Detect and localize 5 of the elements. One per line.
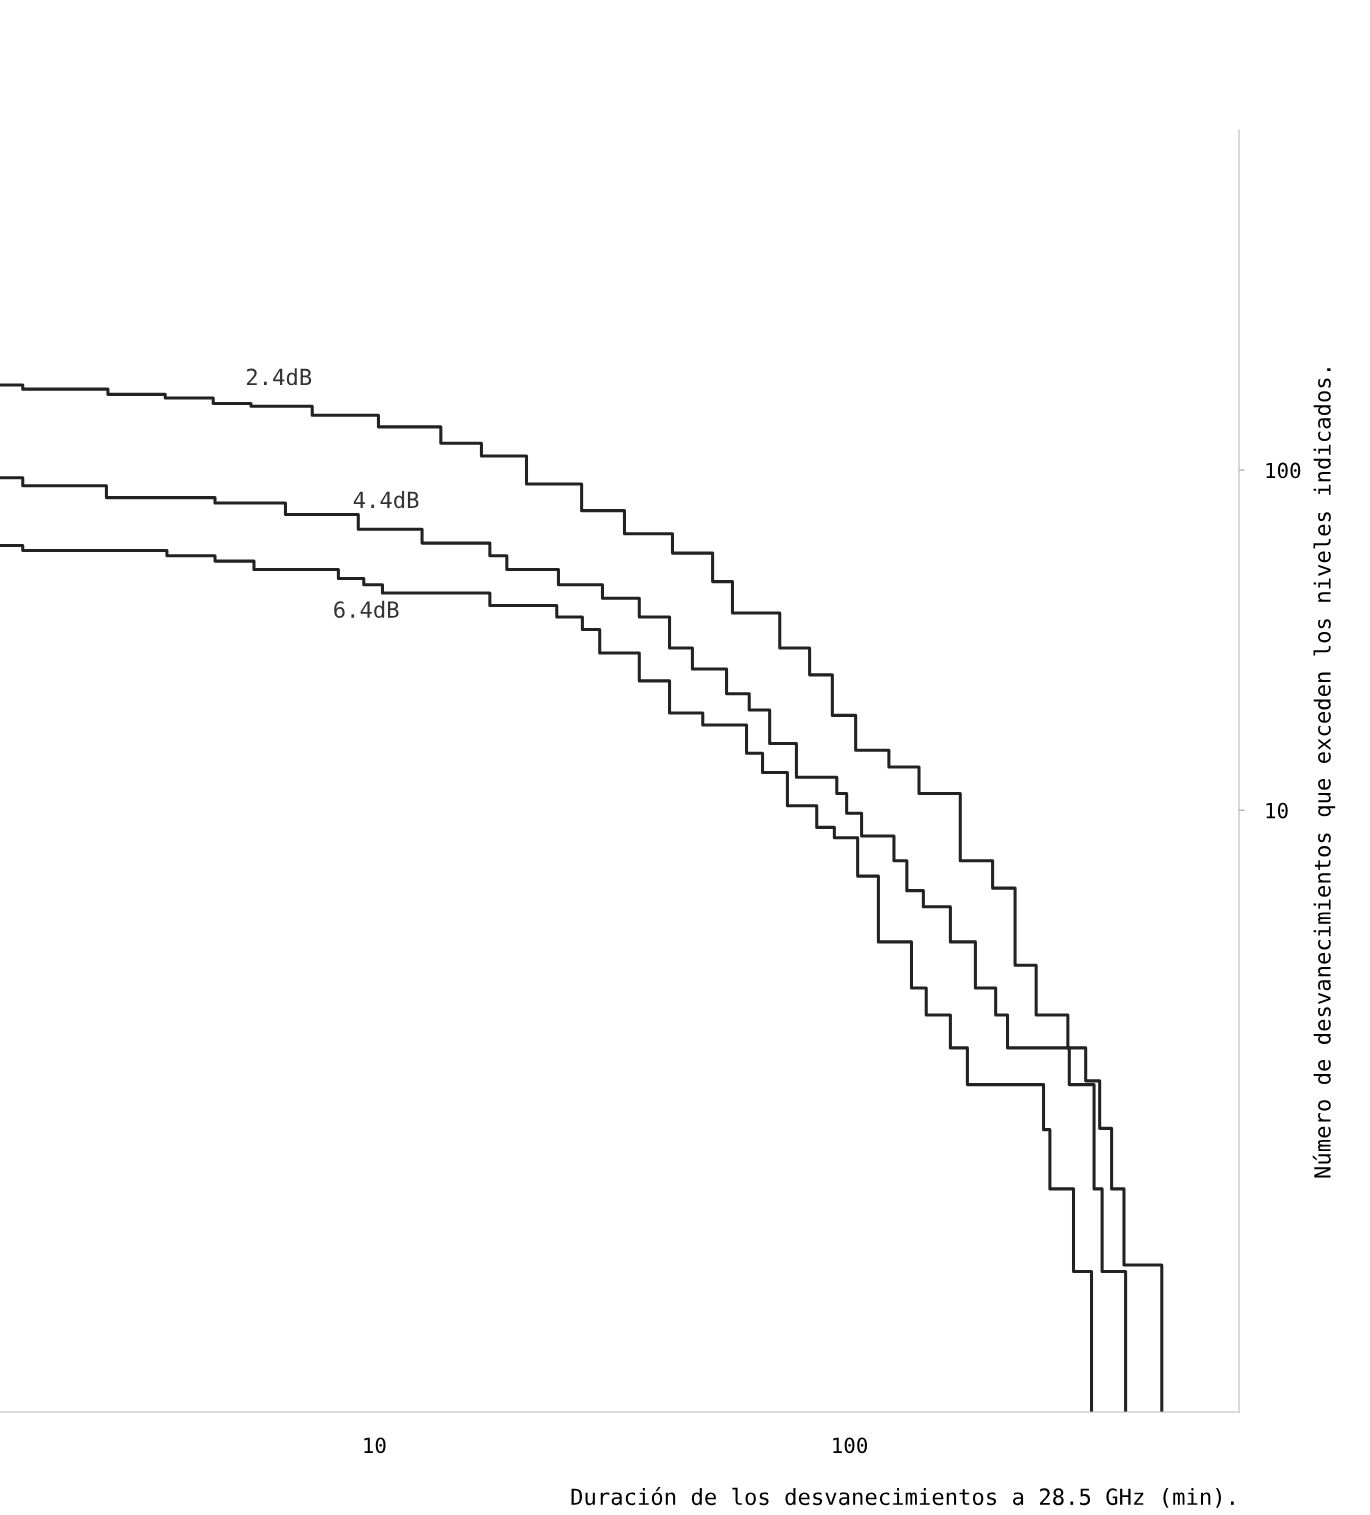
y-axis-title: Número de desvanecimientos que exceden los niveles indicados. bbox=[1312, 368, 1336, 1178]
x-axis-title: Duración de los desvanecimientos a 28.5 GHz (min). bbox=[571, 1487, 1234, 1508]
series-label: 6.4dB bbox=[334, 600, 399, 619]
series-label: 4.4dB bbox=[353, 491, 419, 509]
series-label: 2.4dB bbox=[246, 368, 312, 386]
